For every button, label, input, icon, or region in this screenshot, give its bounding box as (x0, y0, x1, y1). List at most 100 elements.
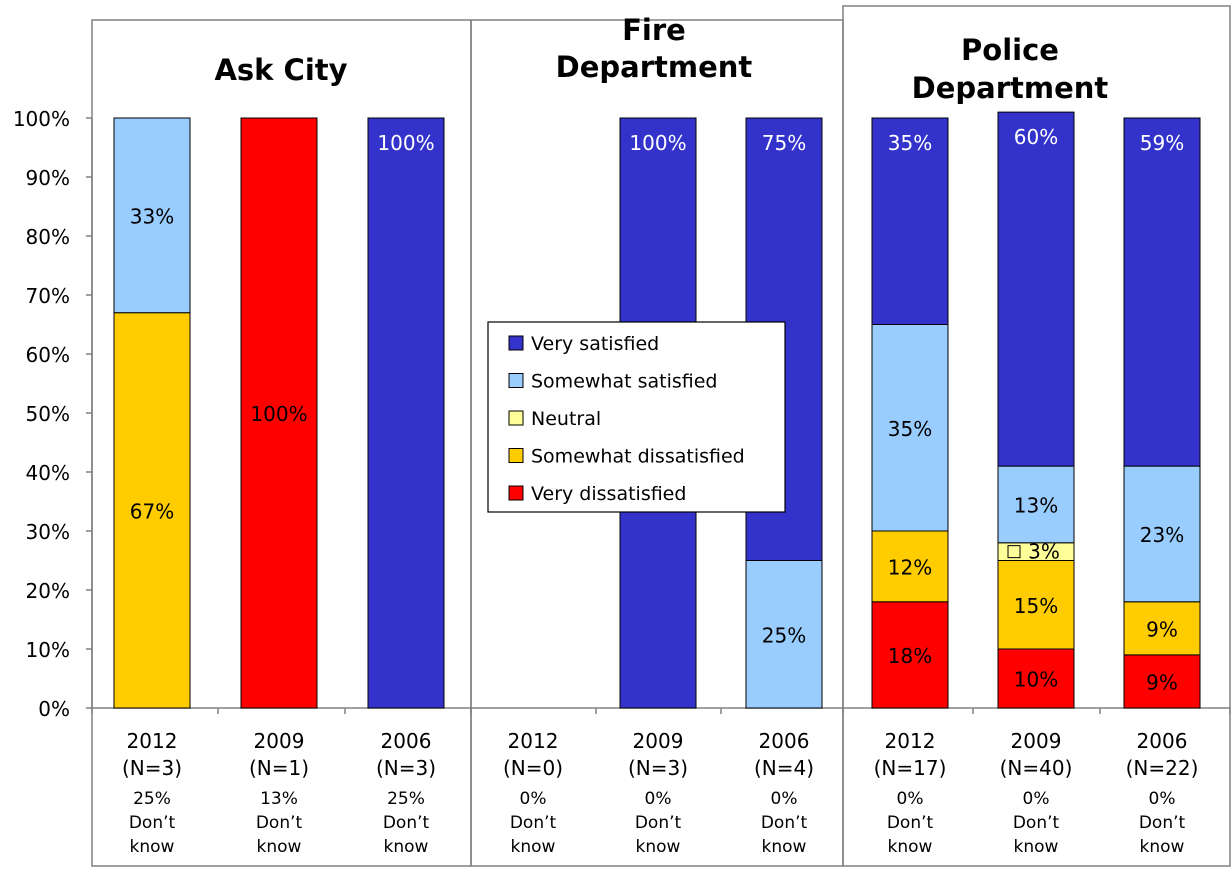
legend-label: Very dissatisfied (531, 483, 686, 505)
group-box-3 (842, 5, 1231, 867)
x-category-n: (N=3) (122, 756, 182, 780)
x-category-n: (N=0) (503, 756, 563, 780)
y-tick-label: 0% (38, 697, 70, 721)
data-label: 100% (629, 131, 686, 155)
x-category-year: 2012 (885, 729, 936, 753)
group-title: Police (961, 33, 1059, 67)
legend-label: Neutral (531, 408, 601, 430)
x-category-dk-percent: 25% (133, 789, 171, 809)
legend-swatch-neutral (508, 410, 524, 426)
x-category-dk-percent: 13% (260, 789, 298, 809)
bar-segment-somewhat-satisfied (113, 117, 191, 314)
x-category-dk-label: Don’t (510, 813, 557, 833)
x-category-year: 2012 (127, 729, 178, 753)
data-label: 75% (762, 131, 806, 155)
group-title: Department (912, 71, 1109, 105)
y-tick-label: 60% (26, 343, 70, 367)
data-label: 12% (888, 555, 932, 579)
group-title: Ask City (214, 53, 347, 87)
bar-segment-very-dissatisfied (240, 117, 318, 709)
neutral-marker-icon (1007, 545, 1021, 559)
data-label: 100% (250, 402, 307, 426)
x-category-n: (N=40) (1000, 756, 1073, 780)
x-category-dk-percent: 0% (1149, 789, 1176, 809)
x-category-dk-label: know (257, 837, 302, 857)
x-category-year: 2009 (1011, 729, 1062, 753)
bar-segment-very-satisfied (997, 111, 1075, 467)
x-category-year: 2006 (381, 729, 432, 753)
x-category-dk-label: Don’t (1139, 813, 1186, 833)
y-tick-label: 50% (26, 402, 70, 426)
y-tick-label: 20% (26, 579, 70, 603)
bar-segment-very-dissatisfied (997, 648, 1075, 709)
bar-segment-somewhat-satisfied (871, 324, 949, 532)
y-tick-label: 30% (26, 520, 70, 544)
x-category-dk-label: Don’t (129, 813, 176, 833)
x-category-dk-label: Don’t (383, 813, 430, 833)
x-category-dk-percent: 0% (520, 789, 547, 809)
bar-segment-very-satisfied (871, 117, 949, 325)
x-category-n: (N=4) (754, 756, 814, 780)
y-tick-label: 40% (26, 461, 70, 485)
y-tick-label: 100% (13, 107, 70, 131)
x-category-dk-label: know (1014, 837, 1059, 857)
bar-segment-somewhat-satisfied (745, 560, 823, 709)
data-label: 59% (1140, 131, 1184, 155)
x-category-dk-percent: 0% (645, 789, 672, 809)
legend-swatch-very-dissatisfied (508, 485, 524, 501)
data-label: 25% (762, 623, 806, 647)
x-category-dk-label: know (384, 837, 429, 857)
bar-segment-very-dissatisfied (1123, 654, 1201, 709)
x-category-year: 2009 (633, 729, 684, 753)
x-category-dk-label: know (511, 837, 556, 857)
x-category-dk-label: Don’t (635, 813, 682, 833)
x-category-dk-percent: 0% (771, 789, 798, 809)
x-category-year: 2006 (759, 729, 810, 753)
legend-label: Very satisfied (531, 333, 659, 355)
x-category-dk-percent: 0% (897, 789, 924, 809)
bar-segment-somewhat-satisfied (997, 465, 1075, 544)
y-tick-label: 90% (26, 166, 70, 190)
bar-segment-somewhat-satisfied (1123, 465, 1201, 603)
x-category-dk-label: Don’t (1013, 813, 1060, 833)
x-category-dk-label: Don’t (256, 813, 303, 833)
legend-box (487, 321, 786, 513)
legend-swatch-very-satisfied (508, 335, 524, 351)
bar-segment-very-satisfied (1123, 117, 1201, 467)
data-label: 3% (1028, 540, 1060, 564)
x-category-dk-label: know (1140, 837, 1185, 857)
x-category-dk-percent: 0% (1023, 789, 1050, 809)
data-label: 67% (130, 499, 174, 523)
data-label: 13% (1014, 493, 1058, 517)
x-category-year: 2009 (254, 729, 305, 753)
data-label: 100% (377, 131, 434, 155)
y-tick-label: 10% (26, 638, 70, 662)
y-tick-label: 70% (26, 284, 70, 308)
x-category-n: (N=22) (1126, 756, 1199, 780)
legend-swatch-somewhat-dissatisfied (508, 448, 524, 463)
bar-segment-somewhat-dissatisfied (997, 560, 1075, 650)
data-label: 9% (1146, 670, 1178, 694)
x-category-n: (N=1) (249, 756, 309, 780)
bar-segment-somewhat-dissatisfied (1123, 601, 1201, 656)
x-category-dk-label: know (130, 837, 175, 857)
x-category-dk-label: know (762, 837, 807, 857)
x-category-n: (N=3) (628, 756, 688, 780)
data-label: 18% (888, 644, 932, 668)
data-label: 33% (130, 204, 174, 228)
x-category-n: (N=3) (376, 756, 436, 780)
bar-segment-somewhat-dissatisfied (871, 530, 949, 603)
x-category-dk-label: know (636, 837, 681, 857)
legend-swatch-somewhat-satisfied (508, 373, 524, 388)
legend-label: Somewhat dissatisfied (531, 446, 745, 468)
bar-segment-very-dissatisfied (871, 601, 949, 709)
x-category-year: 2012 (508, 729, 559, 753)
data-label: 15% (1014, 594, 1058, 618)
data-label: 10% (1014, 668, 1058, 692)
bar-segment-somewhat-dissatisfied (113, 312, 191, 709)
x-category-n: (N=17) (874, 756, 947, 780)
x-category-dk-percent: 25% (387, 789, 425, 809)
x-category-dk-label: know (888, 837, 933, 857)
